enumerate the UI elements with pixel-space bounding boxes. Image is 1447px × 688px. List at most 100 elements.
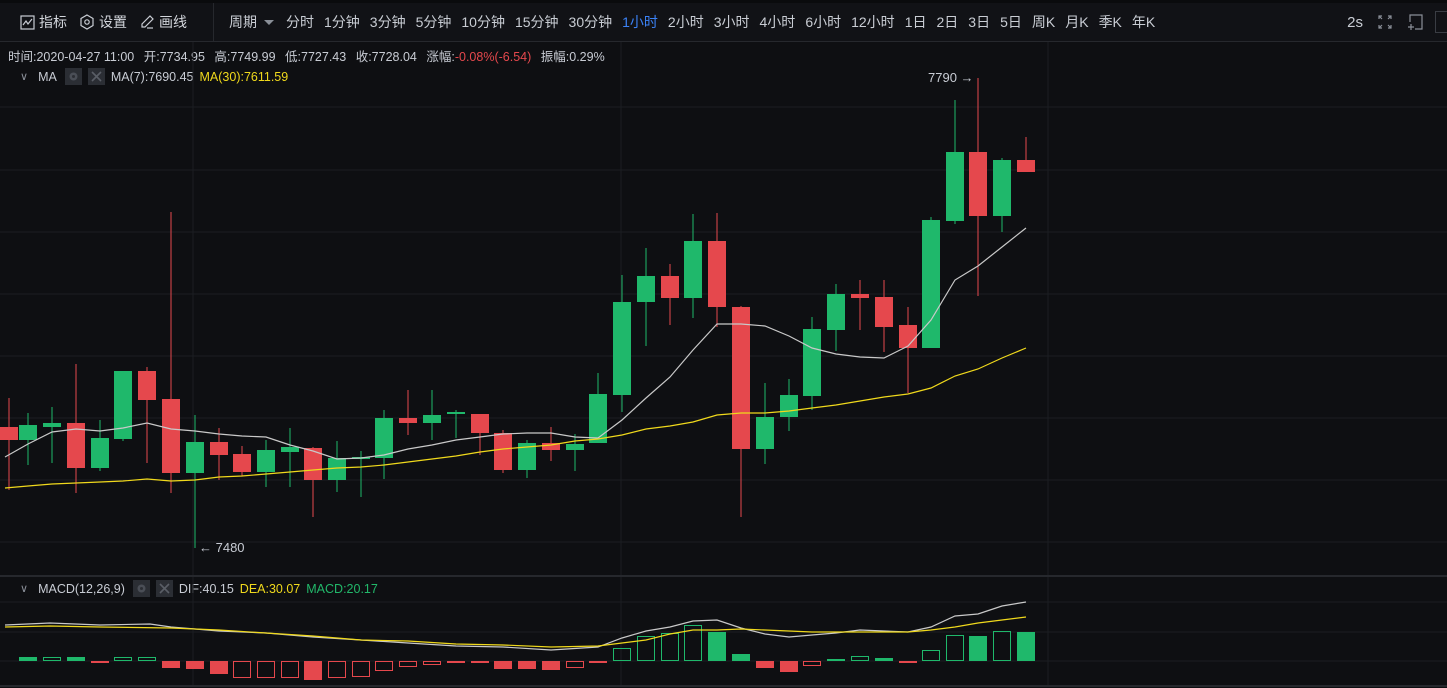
period-2h[interactable]: 2小时 [667, 14, 704, 30]
pencil-icon [141, 15, 154, 29]
period-5min[interactable]: 5分钟 [415, 14, 452, 30]
chart-toolbar: 指标 设置 画线 周期 分时 1分钟 3分钟 5分钟 10分钟 15分钟 30分… [0, 0, 1447, 42]
info-amplitude: 振幅:0.29% [540, 50, 605, 64]
info-open: 开:7734.95 [143, 50, 205, 64]
macd-histogram [19, 625, 1035, 680]
candle [375, 410, 393, 479]
period-2d[interactable]: 2日 [936, 14, 959, 30]
period-dropdown-label: 周期 [229, 14, 257, 30]
candle [162, 212, 180, 493]
period-3d[interactable]: 3日 [968, 14, 991, 30]
candle [494, 430, 512, 473]
candle [566, 434, 584, 471]
candle [851, 280, 869, 330]
dea-line [4, 616, 1027, 648]
collapse-chevron-icon[interactable]: ∨ [20, 71, 29, 83]
refresh-interval[interactable]: 2s [1347, 13, 1363, 31]
candle [875, 280, 893, 352]
period-1h[interactable]: 1小时 [622, 14, 658, 30]
macd-gear-icon[interactable] [132, 580, 150, 597]
max-price-label: 7790 → [928, 70, 974, 85]
candle [684, 214, 702, 318]
period-10min[interactable]: 10分钟 [461, 14, 505, 30]
info-time: 时间:2020-04-27 11:00 [8, 50, 135, 64]
candle [637, 248, 655, 346]
add-screen-icon[interactable] [1405, 12, 1425, 32]
side-panel-tab[interactable] [1435, 11, 1447, 33]
candle [518, 440, 536, 478]
period-3h[interactable]: 3小时 [713, 14, 750, 30]
candle [447, 410, 465, 438]
macd-legend: ∨ MACD(12,26,9) DIF:40.15 DEA:30.07 MACD… [20, 580, 378, 597]
period-year[interactable]: 年K [1131, 14, 1156, 30]
settings-button[interactable]: 设置 [79, 12, 127, 32]
info-high: 高:7749.99 [214, 50, 276, 64]
info-change-label: 涨幅: [426, 50, 455, 64]
ma-close-icon[interactable] [87, 68, 105, 85]
period-selector: 周期 分时 1分钟 3分钟 5分钟 10分钟 15分钟 30分钟 1小时 2小时… [214, 12, 1165, 32]
period-4h[interactable]: 4小时 [759, 14, 796, 30]
period-3min[interactable]: 3分钟 [369, 14, 406, 30]
candlestick-chart[interactable]: 7790 → ← 7480 [0, 42, 1447, 688]
candle [328, 441, 346, 492]
collapse-chevron-icon[interactable]: ∨ [20, 583, 29, 595]
candle [661, 264, 679, 325]
candle [589, 373, 607, 443]
candle [43, 407, 61, 463]
candle [471, 414, 489, 455]
ma7-value: MA(7):7690.45 [110, 69, 194, 84]
dea-value: DEA:30.07 [239, 581, 301, 596]
candle [993, 158, 1011, 232]
period-6h[interactable]: 6小时 [805, 14, 842, 30]
period-30min[interactable]: 30分钟 [568, 14, 613, 30]
candle [803, 317, 821, 410]
candle [922, 217, 940, 348]
hexagon-gear-icon [80, 14, 94, 30]
fullscreen-icon[interactable] [1375, 12, 1395, 32]
candle [423, 390, 441, 440]
candle [91, 420, 109, 471]
macd-value: MACD:20.17 [306, 581, 378, 596]
ma7-line [4, 227, 1027, 460]
candle [186, 415, 204, 548]
info-change-value: -0.08%(-6.54) [454, 50, 532, 64]
period-quarter[interactable]: 季K [1098, 14, 1122, 30]
period-15min[interactable]: 15分钟 [514, 14, 559, 30]
candle [756, 383, 774, 464]
candle [1017, 137, 1035, 172]
toolbar-tools: 指标 设置 画线 [0, 3, 214, 41]
period-fenshi[interactable]: 分时 [286, 14, 314, 30]
grid [0, 42, 1447, 687]
candle [257, 440, 275, 487]
draw-button[interactable]: 画线 [139, 12, 187, 32]
info-low: 低:7727.43 [285, 50, 347, 64]
period-month[interactable]: 月K [1065, 14, 1089, 30]
candle [304, 447, 322, 517]
candle [281, 428, 299, 487]
candle [0, 398, 18, 490]
candle [708, 213, 726, 327]
toolbar-right: 2s [1347, 3, 1447, 41]
period-dropdown[interactable]: 周期 [229, 12, 274, 32]
period-week[interactable]: 周K [1031, 14, 1056, 30]
ma30-line [4, 347, 1027, 489]
candle [969, 78, 987, 296]
dif-line [4, 601, 1027, 651]
candle [399, 390, 417, 435]
ohlc-info: 时间:2020-04-27 11:00 开:7734.95 高:7749.99 … [8, 46, 611, 65]
candles [0, 78, 1035, 548]
ma30-value: MA(30):7611.59 [199, 69, 289, 84]
macd-legend-name: MACD(12,26,9) [38, 581, 125, 596]
ma-legend: ∨ MA MA(7):7690.45 MA(30):7611.59 [20, 68, 294, 85]
macd-close-icon[interactable] [155, 580, 173, 597]
candle [899, 307, 917, 393]
candle [732, 306, 750, 517]
candle [613, 275, 631, 412]
indicators-button[interactable]: 指标 [20, 12, 67, 32]
ma-legend-name: MA [38, 69, 57, 84]
period-5d[interactable]: 5日 [1000, 14, 1022, 30]
ma-gear-icon[interactable] [64, 68, 82, 85]
period-1min[interactable]: 1分钟 [324, 14, 360, 30]
period-1d[interactable]: 1日 [904, 14, 927, 30]
period-12h[interactable]: 12小时 [851, 14, 895, 30]
